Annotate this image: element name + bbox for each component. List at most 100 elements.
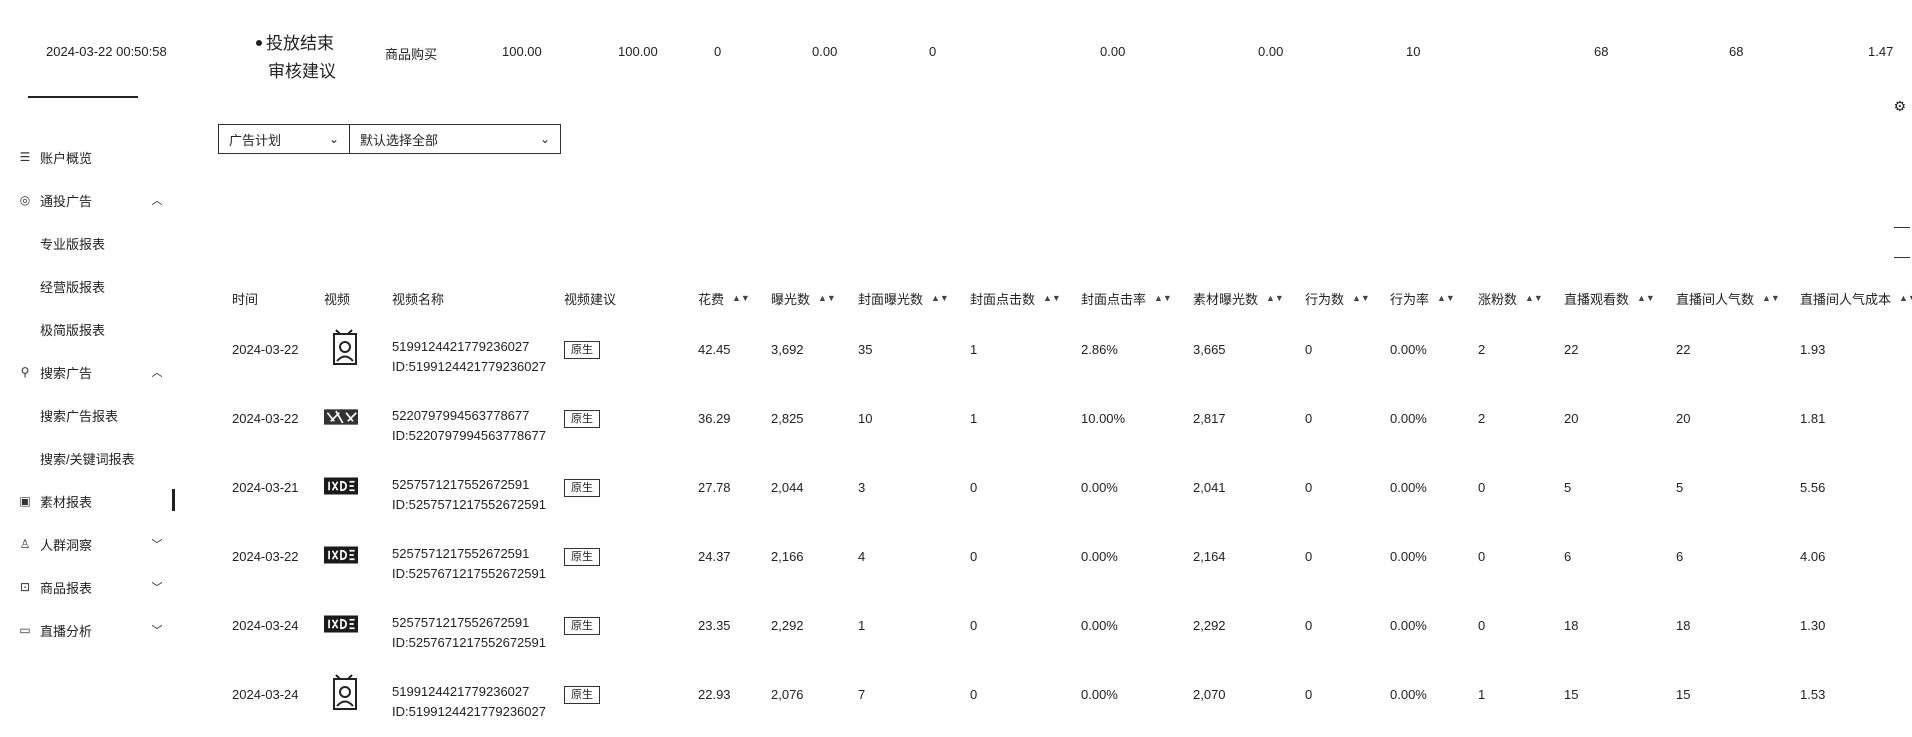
video-suggestion-tag[interactable]: 原生 (564, 686, 600, 704)
level-select[interactable]: 广告计划 ⌄ (219, 125, 350, 153)
col-header-impressions[interactable]: 曝光数 ▲▼ (771, 283, 836, 313)
summary-row: 2024-03-22 00:50:58 投放结束 审核建议 商品购买 100.0… (0, 34, 1912, 96)
summary-value-10: 68 (1729, 44, 1744, 59)
sort-icon[interactable]: ▲▼ (1043, 293, 1061, 303)
video-name[interactable]: 5257571217552672591 (392, 615, 530, 630)
chevron-up-icon[interactable]: ︿ (151, 195, 163, 207)
video-name[interactable]: 5199124421779236027 (392, 339, 530, 354)
col-header-live-popularity[interactable]: 直播间人气数 ▲▼ (1676, 283, 1780, 313)
sidebar-item-product-report[interactable]: ⊡ 商品报表 (18, 576, 92, 598)
sidebar-item-label: 商品报表 (40, 580, 93, 596)
cell-fans: 2 (1478, 411, 1486, 426)
sidebar-item-search-ads-report[interactable]: 搜索广告报表 (40, 408, 119, 424)
review-suggestion-link[interactable]: 审核建议 (268, 62, 336, 81)
summary-value-11: 1.47 (1868, 44, 1894, 59)
sidebar-item-general-ads[interactable]: ◎ 通投广告 (18, 189, 92, 211)
cell-date: 2024-03-24 (232, 687, 299, 702)
summary-value-7: 0.00 (1258, 44, 1284, 59)
status-dot-icon (256, 39, 262, 46)
summary-goal: 商品购买 (385, 47, 438, 62)
sidebar-item-keyword-report[interactable]: 搜索/关键词报表 (40, 451, 135, 467)
sidebar-item-search-ads[interactable]: ⚲ 搜索广告 (18, 361, 92, 383)
video-thumbnail[interactable] (328, 329, 362, 365)
cell-material-impressions: 3,665 (1193, 342, 1226, 357)
col-header-label: 封面点击率 (1081, 291, 1147, 307)
video-name[interactable]: 5257571217552672591 (392, 546, 530, 561)
cell-material-impressions: 2,070 (1193, 687, 1226, 702)
video-name[interactable]: 5220797994563778677 (392, 408, 530, 423)
col-header-popularity-cost[interactable]: 直播间人气成本 ▲▼ (1800, 283, 1912, 313)
sidebar-item-label: 人群洞察 (40, 537, 93, 553)
video-suggestion-tag[interactable]: 原生 (564, 410, 600, 428)
col-header-spend[interactable]: 花费 ▲▼ (698, 283, 750, 313)
sidebar-item-pro-report[interactable]: 专业版报表 (40, 236, 106, 252)
col-header-actions[interactable]: 行为数 ▲▼ (1305, 283, 1370, 313)
chevron-down-icon[interactable]: ﹀ (151, 582, 163, 594)
cell-cover-clicks: 1 (970, 411, 978, 426)
col-header-fans[interactable]: 涨粉数 ▲▼ (1478, 283, 1543, 313)
summary-value-3: 0 (714, 44, 722, 59)
sidebar-item-material-report[interactable]: ▣ 素材报表 (18, 490, 92, 512)
sort-icon[interactable]: ▲▼ (1637, 293, 1655, 303)
col-header-live-views[interactable]: 直播观看数 ▲▼ (1564, 283, 1655, 313)
cell-fans: 1 (1478, 687, 1486, 702)
col-header-cover-clicks[interactable]: 封面点击数 ▲▼ (970, 283, 1061, 313)
cell-impressions: 2,166 (771, 549, 804, 564)
cell-cover-ctr: 2.86% (1081, 342, 1118, 357)
sidebar-item-simple-report[interactable]: 极简版报表 (40, 322, 106, 338)
sort-icon[interactable]: ▲▼ (1899, 293, 1912, 303)
plan-select[interactable]: 默认选择全部 ⌄ (350, 125, 560, 153)
cell-live-popularity: 6 (1676, 549, 1684, 564)
col-header-cover-impressions[interactable]: 封面曝光数 ▲▼ (858, 283, 949, 313)
col-header-video-name: 视频名称 (392, 291, 445, 307)
col-header-action-rate[interactable]: 行为率 ▲▼ (1390, 283, 1455, 313)
col-header-label: 素材曝光数 (1193, 291, 1259, 307)
video-name-block: 5199124421779236027 ID:519912442177923602… (392, 337, 546, 377)
video-suggestion-tag[interactable]: 原生 (564, 617, 600, 635)
cell-popularity-cost: 4.06 (1800, 549, 1826, 564)
video-thumbnail[interactable] (324, 469, 358, 503)
column-settings-icon[interactable] (1888, 225, 1912, 265)
video-thumbnail[interactable] (324, 400, 358, 434)
plan-select-value: 默认选择全部 (360, 132, 439, 148)
sort-icon[interactable]: ▲▼ (1525, 293, 1543, 303)
sidebar-item-business-report[interactable]: 经营版报表 (40, 279, 106, 295)
sort-icon[interactable]: ▲▼ (732, 293, 750, 303)
video-thumbnail[interactable] (324, 538, 358, 572)
col-header-label: 封面曝光数 (858, 291, 924, 307)
cell-live-popularity: 18 (1676, 618, 1691, 633)
video-thumbnail[interactable] (328, 674, 362, 710)
col-header-video: 视频 (324, 291, 351, 307)
sidebar-item-account-overview[interactable]: ☰ 账户概览 (18, 146, 92, 168)
settings-icon[interactable]: ⚙ (1893, 98, 1906, 114)
video-suggestion-tag[interactable]: 原生 (564, 341, 600, 359)
sort-icon[interactable]: ▲▼ (1266, 293, 1284, 303)
sort-icon[interactable]: ▲▼ (1154, 293, 1172, 303)
col-header-material-impressions[interactable]: 素材曝光数 ▲▼ (1193, 283, 1284, 313)
col-header-label: 直播间人气成本 (1800, 291, 1892, 307)
col-header-cover-ctr[interactable]: 封面点击率 ▲▼ (1081, 283, 1172, 313)
cell-cover-clicks: 0 (970, 687, 978, 702)
video-name-block: 5199124421779236027 ID:519912442177923602… (392, 682, 546, 722)
cell-fans: 2 (1478, 342, 1486, 357)
summary-value-8: 10 (1406, 44, 1421, 59)
sidebar-item-live-analysis[interactable]: ▭ 直播分析 (18, 619, 92, 641)
video-suggestion-tag[interactable]: 原生 (564, 548, 600, 566)
cell-popularity-cost: 1.53 (1800, 687, 1826, 702)
cell-cover-ctr: 10.00% (1081, 411, 1126, 426)
video-name[interactable]: 5199124421779236027 (392, 684, 530, 699)
video-suggestion-tag[interactable]: 原生 (564, 479, 600, 497)
cell-material-impressions: 2,817 (1193, 411, 1226, 426)
sort-icon[interactable]: ▲▼ (1352, 293, 1370, 303)
sort-icon[interactable]: ▲▼ (818, 293, 836, 303)
cell-cover-impressions: 4 (858, 549, 866, 564)
chevron-down-icon[interactable]: ﹀ (151, 625, 163, 637)
video-name[interactable]: 5257571217552672591 (392, 477, 530, 492)
sort-icon[interactable]: ▲▼ (1762, 293, 1780, 303)
video-thumbnail[interactable] (324, 607, 358, 641)
sort-icon[interactable]: ▲▼ (1437, 293, 1455, 303)
sort-icon[interactable]: ▲▼ (931, 293, 949, 303)
chevron-down-icon[interactable]: ﹀ (151, 539, 163, 551)
sidebar-item-crowd-insight[interactable]: ♙ 人群洞察 (18, 533, 92, 555)
chevron-up-icon[interactable]: ︿ (151, 367, 163, 379)
